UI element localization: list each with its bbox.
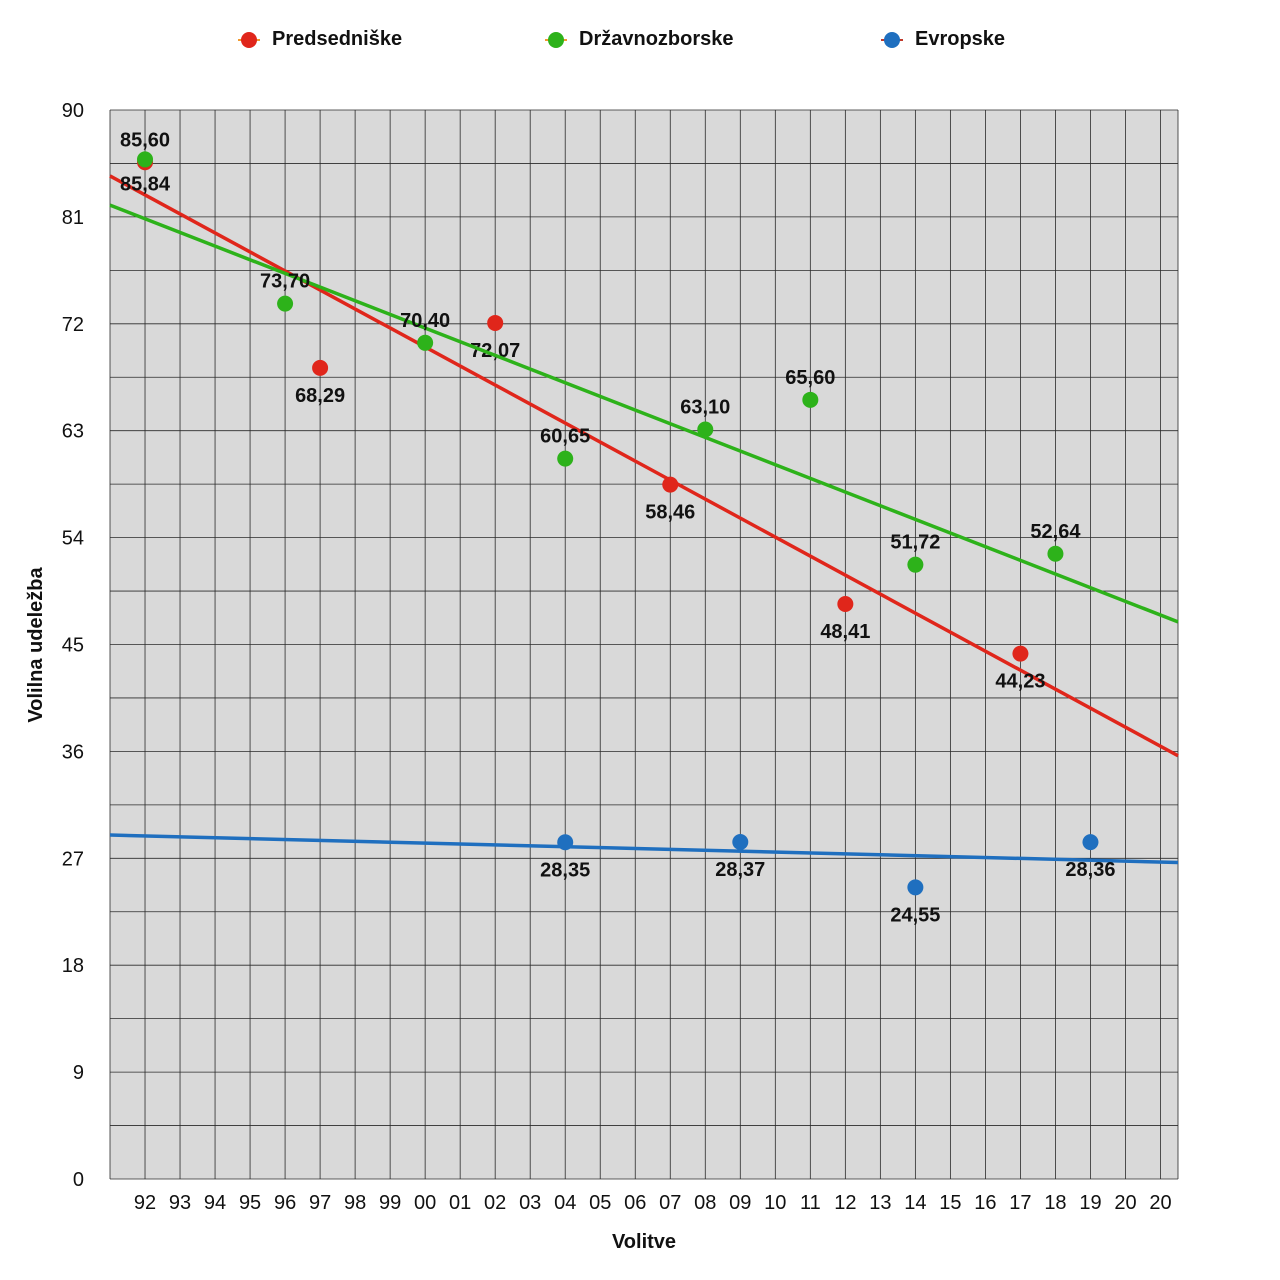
x-tick-label: 95 — [239, 1192, 261, 1214]
y-tick-label: 63 — [62, 421, 84, 443]
x-tick-label: 14 — [904, 1192, 926, 1214]
legend-item-predsedniske: Predsedniške — [238, 28, 402, 51]
trendline-2 — [109, 833, 1179, 865]
data-label: 44,23 — [995, 671, 1045, 693]
x-tick-label: 16 — [974, 1192, 996, 1214]
data-point — [907, 879, 924, 896]
data-label: 63,10 — [680, 397, 730, 419]
x-tick-label: 15 — [939, 1192, 961, 1214]
data-point — [732, 834, 749, 851]
data-label: 28,35 — [540, 859, 590, 881]
x-tick-label: 02 — [484, 1192, 506, 1214]
x-tick-label: 99 — [379, 1192, 401, 1214]
data-label: 52,64 — [1030, 521, 1081, 543]
trendline-0 — [109, 174, 1179, 758]
legend-marker-evropske — [881, 29, 903, 51]
series-0: 85,60 68,29 72,07 58,46 48,41 44,23 — [109, 129, 1179, 758]
x-axis-ticks: 92 93 94 95 96 97 98 99 00 01 02 03 04 05 06 07 08 09 10 11… — [134, 1192, 1172, 1214]
data-point — [1012, 645, 1029, 662]
data-point — [557, 834, 574, 851]
data-point — [312, 359, 329, 376]
data-label: 51,72 — [890, 532, 940, 554]
data-point — [837, 595, 854, 612]
data-point — [802, 391, 819, 408]
data-point — [137, 151, 154, 168]
x-tick-label: 01 — [449, 1192, 471, 1214]
x-tick-label: 07 — [659, 1192, 681, 1214]
y-tick-label: 45 — [62, 635, 84, 657]
legend-marker-predsedniske — [238, 29, 260, 51]
series-2: 28,35 28,37 24,55 28,36 — [109, 833, 1179, 926]
data-point — [1047, 545, 1064, 562]
x-axis-title: Volitve — [612, 1231, 676, 1253]
x-tick-label: 92 — [134, 1192, 156, 1214]
data-label: 58,46 — [645, 502, 695, 524]
x-tick-label: 03 — [519, 1192, 541, 1214]
legend-item-evropske: Evropske — [881, 28, 1005, 51]
legend-item-drzavnozborske: Državnozborske — [545, 28, 734, 51]
x-tick-label: 12 — [834, 1192, 856, 1214]
legend-label-predsedniske: Predsedniške — [272, 28, 403, 50]
y-tick-label: 54 — [62, 528, 84, 550]
data-label: 68,29 — [295, 385, 345, 407]
y-axis-title: Volilna udeležba — [25, 567, 47, 723]
trendline-1 — [109, 203, 1179, 624]
x-tick-label: 20 — [1114, 1192, 1136, 1214]
data-label: 65,60 — [785, 367, 835, 389]
data-label: 85,84 — [120, 173, 171, 195]
x-tick-label: 93 — [169, 1192, 191, 1214]
y-tick-label: 90 — [62, 100, 84, 122]
data-label: 48,41 — [820, 621, 870, 643]
series-1: 85,84 73,70 70,40 60,65 63,10 65,60 51,72 52,64 — [109, 151, 1179, 624]
data-label: 85,60 — [120, 129, 170, 151]
data-point — [557, 450, 574, 467]
x-tick-label: 10 — [764, 1192, 786, 1214]
legend-label-evropske: Evropske — [915, 28, 1006, 50]
x-tick-label: 09 — [729, 1192, 751, 1214]
x-tick-label: 08 — [694, 1192, 716, 1214]
data-point — [417, 334, 434, 351]
data-label: 72,07 — [470, 340, 520, 362]
data-label: 24,55 — [890, 904, 940, 926]
data-label: 28,36 — [1065, 859, 1115, 881]
x-tick-label: 13 — [869, 1192, 891, 1214]
legend-marker-drzavnozborske — [545, 29, 567, 51]
data-point — [1082, 834, 1099, 851]
data-label: 70,40 — [400, 310, 450, 332]
data-label: 60,65 — [540, 426, 590, 448]
x-tick-label: 18 — [1044, 1192, 1066, 1214]
x-tick-label: 17 — [1009, 1192, 1031, 1214]
data-point — [697, 421, 714, 438]
data-point — [277, 295, 294, 312]
y-tick-label: 27 — [62, 848, 84, 870]
x-tick-label: 00 — [414, 1192, 436, 1214]
y-tick-label: 81 — [62, 207, 84, 229]
x-tick-label: 11 — [800, 1192, 821, 1214]
data-label: 73,70 — [260, 271, 310, 293]
gridlines — [109, 109, 1179, 1180]
y-tick-label: 0 — [73, 1169, 84, 1191]
legend: Predsedniške Državnozborske Evropske — [0, 28, 1280, 58]
data-point — [487, 314, 504, 331]
x-tick-label: 97 — [309, 1192, 331, 1214]
x-tick-label: 96 — [274, 1192, 296, 1214]
y-tick-label: 18 — [62, 955, 84, 977]
data-label: 28,37 — [715, 859, 765, 881]
x-tick-label: 94 — [204, 1192, 226, 1214]
y-tick-label: 9 — [73, 1062, 84, 1084]
y-tick-label: 36 — [62, 741, 84, 763]
x-tick-label: 19 — [1079, 1192, 1101, 1214]
data-point — [662, 476, 679, 493]
y-tick-label: 72 — [62, 314, 84, 336]
data-point — [907, 556, 924, 573]
x-tick-label: 20 — [1149, 1192, 1171, 1214]
x-tick-label: 04 — [554, 1192, 576, 1214]
y-axis-ticks: 0 9 18 27 36 45 54 63 72 81 90 — [62, 100, 84, 1191]
x-tick-label: 98 — [344, 1192, 366, 1214]
x-tick-label: 06 — [624, 1192, 646, 1214]
x-tick-label: 05 — [589, 1192, 611, 1214]
legend-label-drzavnozborske: Državnozborske — [579, 28, 734, 50]
